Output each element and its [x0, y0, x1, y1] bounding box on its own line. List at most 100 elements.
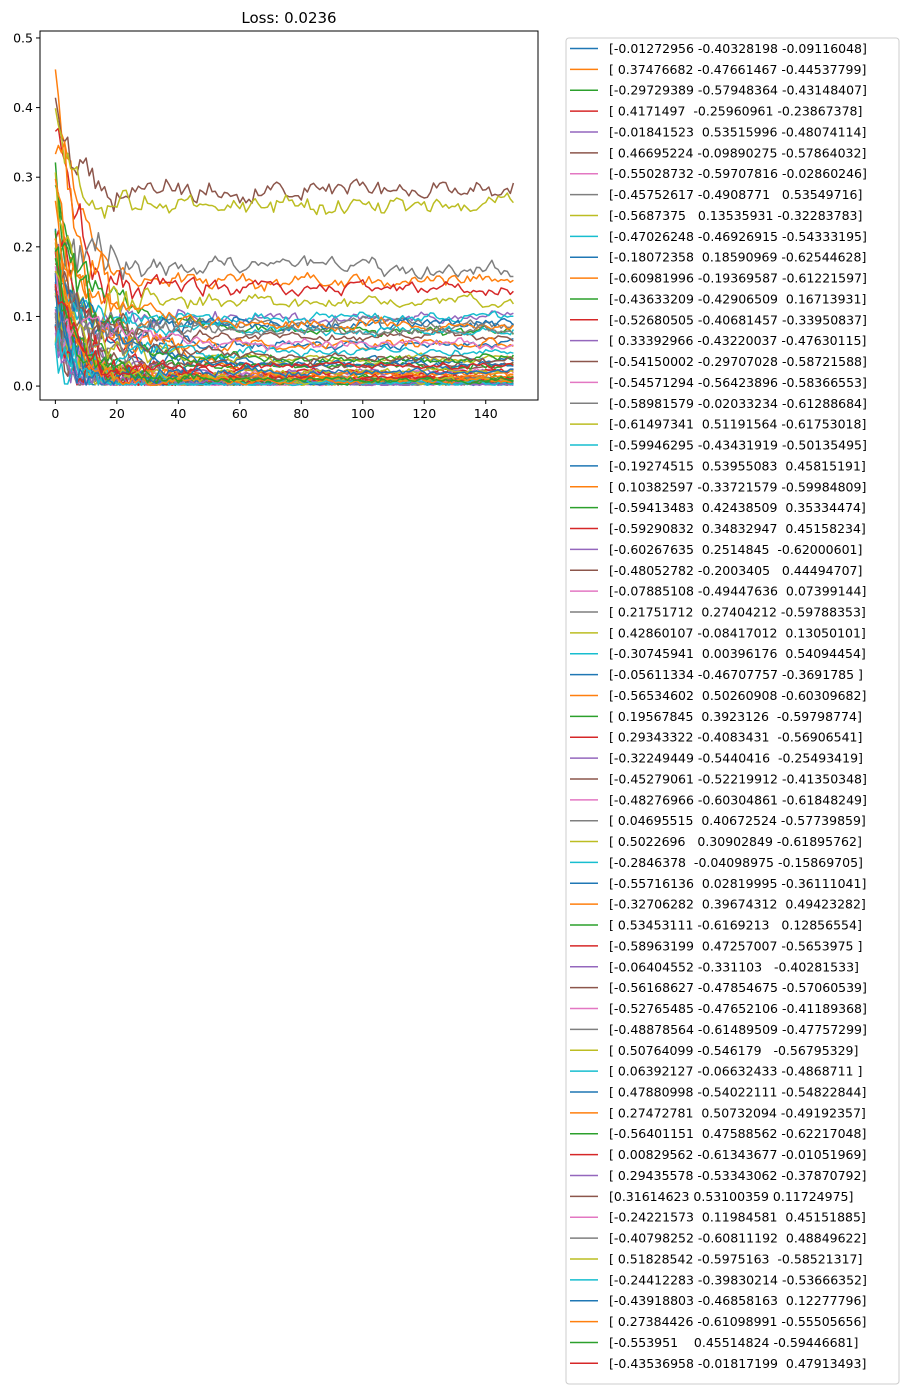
legend-label: [-0.54571294 -0.56423896 -0.58366553]: [609, 375, 867, 390]
legend-label: [-0.48878564 -0.61489509 -0.47757299]: [609, 1022, 867, 1037]
legend-label: [ 0.51828542 -0.5975163 -0.58521317]: [609, 1251, 862, 1266]
series-line: [54, 282, 514, 370]
legend-label: [-0.06404552 -0.331103 -0.40281533]: [609, 959, 859, 974]
legend-label: [ 0.4171497 -0.25960961 -0.23867378]: [609, 104, 862, 119]
legend-label: [-0.60267635 0.2514845 -0.62000601]: [609, 542, 862, 557]
x-tick-label: 20: [109, 406, 125, 421]
legend-label: [-0.01841523 0.53515996 -0.48074114]: [609, 124, 866, 139]
legend-label: [ 0.27472781 0.50732094 -0.49192357]: [609, 1105, 866, 1120]
legend-label: [-0.56168627 -0.47854675 -0.57060539]: [609, 980, 867, 995]
legend-label: [-0.47026248 -0.46926915 -0.54333195]: [609, 229, 867, 244]
legend-label: [-0.48276966 -0.60304861 -0.61848249]: [609, 792, 867, 807]
legend-label: [ 0.47880998 -0.54022111 -0.54822844]: [609, 1085, 866, 1100]
x-tick-label: 80: [293, 406, 309, 421]
y-axis-ticks: 0.0 0.1 0.2 0.3 0.4 0.5: [13, 30, 40, 394]
legend-label: [ 0.10382597 -0.33721579 -0.59984809]: [609, 479, 866, 494]
legend-label: [ 0.53453111 -0.6169213 0.12856554]: [609, 918, 862, 933]
plot-frame: [39, 30, 539, 401]
legend-label: [ 0.46695224 -0.09890275 -0.57864032]: [609, 145, 866, 160]
legend-label: [ 0.27384426 -0.61098991 -0.55505656]: [609, 1314, 866, 1329]
legend-label: [ 0.00829562 -0.61343677 -0.01051969]: [609, 1147, 866, 1162]
legend-label: [-0.45279061 -0.52219912 -0.41350348]: [609, 771, 867, 786]
legend-label: [-0.32249449 -0.5440416 -0.25493419]: [609, 751, 863, 766]
y-tick-label: 0.1: [13, 309, 33, 324]
legend-label: [-0.43918803 -0.46858163 0.12277796]: [609, 1293, 866, 1308]
legend-label: [-0.19274515 0.53955083 0.45815191]: [609, 458, 866, 473]
y-tick-label: 0.5: [13, 30, 33, 45]
legend-label: [-0.59290832 0.34832947 0.45158234]: [609, 521, 866, 536]
series-line: [54, 69, 514, 292]
series-line: [54, 97, 515, 212]
legend-label: [-0.18072358 0.18590969 -0.62544628]: [609, 250, 866, 265]
legend-label: [-0.48052782 -0.2003405 0.44494707]: [609, 563, 862, 578]
series-line: [54, 290, 514, 325]
legend-label: [-0.5687375 0.13535931 -0.32283783]: [609, 208, 862, 223]
series-line: [54, 290, 514, 356]
legend-label: [-0.553951 0.45514824 -0.59446681]: [609, 1335, 858, 1350]
legend-label: [-0.59946295 -0.43431919 -0.50135495]: [609, 438, 867, 453]
legend-label: [-0.56534602 0.50260908 -0.60309682]: [609, 688, 866, 703]
legend-label: [-0.24221573 0.11984581 0.45151885]: [609, 1210, 866, 1225]
series-line: [54, 242, 514, 383]
y-tick-label: 0.2: [13, 239, 33, 254]
legend-label: [ 0.29435578 -0.53343062 -0.37870792]: [609, 1168, 866, 1183]
series-line: [54, 127, 514, 304]
legend-label: [-0.58963199 0.47257007 -0.5653975 ]: [609, 938, 862, 953]
x-tick-label: 100: [351, 406, 375, 421]
series-line: [54, 270, 514, 364]
legend-label: [ 0.42860107 -0.08417012 0.13050101]: [609, 625, 866, 640]
series-line: [54, 285, 514, 345]
legend-label: [-0.43536958 -0.01817199 0.47913493]: [609, 1356, 866, 1371]
legend-label: [-0.2846378 -0.04098975 -0.15869705]: [609, 855, 863, 870]
legend: [-0.01272956 -0.40328198 -0.09116048] [ 0…: [565, 37, 900, 1385]
x-tick-label: 140: [474, 406, 498, 421]
legend-label: [ 0.06392127 -0.06632433 -0.4868711 ]: [609, 1064, 862, 1079]
series-line: [54, 108, 514, 219]
legend-label: [ 0.04695515 0.40672524 -0.57739859]: [609, 813, 866, 828]
series-line: [54, 246, 514, 385]
series-line: [54, 266, 514, 352]
legend-label: [ 0.37476682 -0.47661467 -0.44537799]: [609, 62, 866, 77]
legend-label: [-0.56401151 0.47588562 -0.62217048]: [609, 1126, 866, 1141]
x-tick-label: 60: [232, 406, 248, 421]
legend-label: [ 0.21751712 0.27404212 -0.59788353]: [609, 604, 866, 619]
x-tick-label: 40: [170, 406, 186, 421]
chart-title: Loss: 0.0236: [241, 9, 336, 27]
legend-label: [0.31614623 0.53100359 0.11724975]: [609, 1189, 853, 1204]
legend-label: [-0.45752617 -0.4908771 0.53549716]: [609, 187, 862, 202]
series-line: [54, 172, 515, 331]
series-line: [54, 178, 514, 354]
x-tick-label: 0: [51, 406, 59, 421]
legend-label: [-0.59413483 0.42438509 0.35334474]: [609, 500, 866, 515]
series-line: [54, 296, 514, 385]
legend-label: [-0.43633209 -0.42906509 0.16713931]: [609, 291, 866, 306]
legend-label: [-0.55716136 0.02819995 -0.36111041]: [609, 876, 866, 891]
legend-label: [ 0.19567845 0.3923126 -0.59798774]: [609, 709, 862, 724]
x-axis-ticks: 0 20 40 60 80 100 120 140: [51, 400, 498, 421]
legend-label: [-0.58981579 -0.02033234 -0.61288684]: [609, 396, 867, 411]
legend-label: [-0.01272956 -0.40328198 -0.09116048]: [609, 41, 867, 56]
y-tick-label: 0.4: [13, 100, 33, 115]
series-line: [54, 232, 514, 289]
legend-label: [-0.60981996 -0.19369587 -0.61221597]: [609, 271, 867, 286]
legend-label: [-0.40798252 -0.60811192 0.48849622]: [609, 1231, 866, 1246]
legend-label: [-0.61497341 0.51191564 -0.61753018]: [609, 417, 866, 432]
series-lines: [54, 69, 515, 387]
legend-label: [-0.05611334 -0.46707757 -0.3691785 ]: [609, 667, 863, 682]
legend-box: [565, 37, 900, 1385]
y-tick-label: 0.0: [13, 379, 33, 394]
legend-label: [-0.32706282 0.39674312 0.49423282]: [609, 897, 866, 912]
legend-label: [ 0.29343322 -0.4083431 -0.56906541]: [609, 730, 862, 745]
legend-label: [-0.24412283 -0.39830214 -0.53666352]: [609, 1272, 867, 1287]
legend-label: [-0.30745941 0.00396176 0.54094454]: [609, 646, 866, 661]
legend-label: [-0.52680505 -0.40681457 -0.33950837]: [609, 312, 867, 327]
legend-label: [-0.54150002 -0.29707028 -0.58721588]: [609, 354, 867, 369]
series-line: [54, 283, 514, 376]
legend-label: [-0.52765485 -0.47652106 -0.41189368]: [609, 1001, 867, 1016]
y-tick-label: 0.3: [13, 170, 33, 185]
legend-label: [ 0.5022696 0.30902849 -0.61895762]: [609, 834, 862, 849]
series-line: [54, 311, 514, 367]
legend-label: [-0.07885108 -0.49447636 0.07399144]: [609, 584, 866, 599]
legend-label: [ 0.50764099 -0.546179 -0.56795329]: [609, 1043, 858, 1058]
